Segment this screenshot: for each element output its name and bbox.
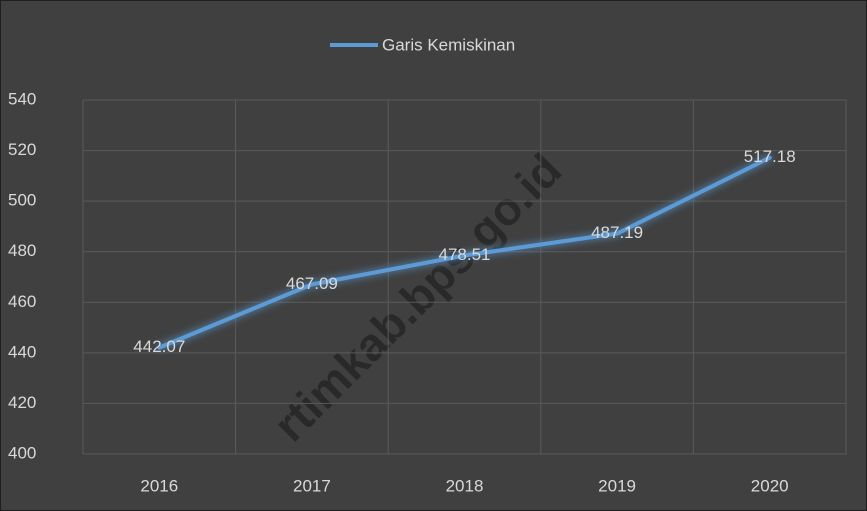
legend-label: Garis Kemiskinan [382,35,515,54]
data-label: 442.07 [133,337,185,356]
y-tick-label: 460 [8,292,36,311]
x-tick-label: 2017 [293,476,331,495]
y-tick-label: 480 [8,241,36,260]
y-tick-label: 520 [8,140,36,159]
y-tick-label: 440 [8,342,36,361]
y-tick-label: 420 [8,393,36,412]
data-label: 467.09 [286,274,338,293]
x-tick-label: 2018 [446,476,484,495]
data-label: 478.51 [439,245,491,264]
data-label: 487.19 [591,223,643,242]
y-tick-label: 500 [8,191,36,210]
data-label: 517.18 [744,147,796,166]
x-tick-label: 2019 [598,476,636,495]
y-tick-label: 400 [8,443,36,462]
x-tick-label: 2020 [751,476,789,495]
x-tick-label: 2016 [140,476,178,495]
series-line [157,155,772,350]
y-tick-label: 540 [8,89,36,108]
